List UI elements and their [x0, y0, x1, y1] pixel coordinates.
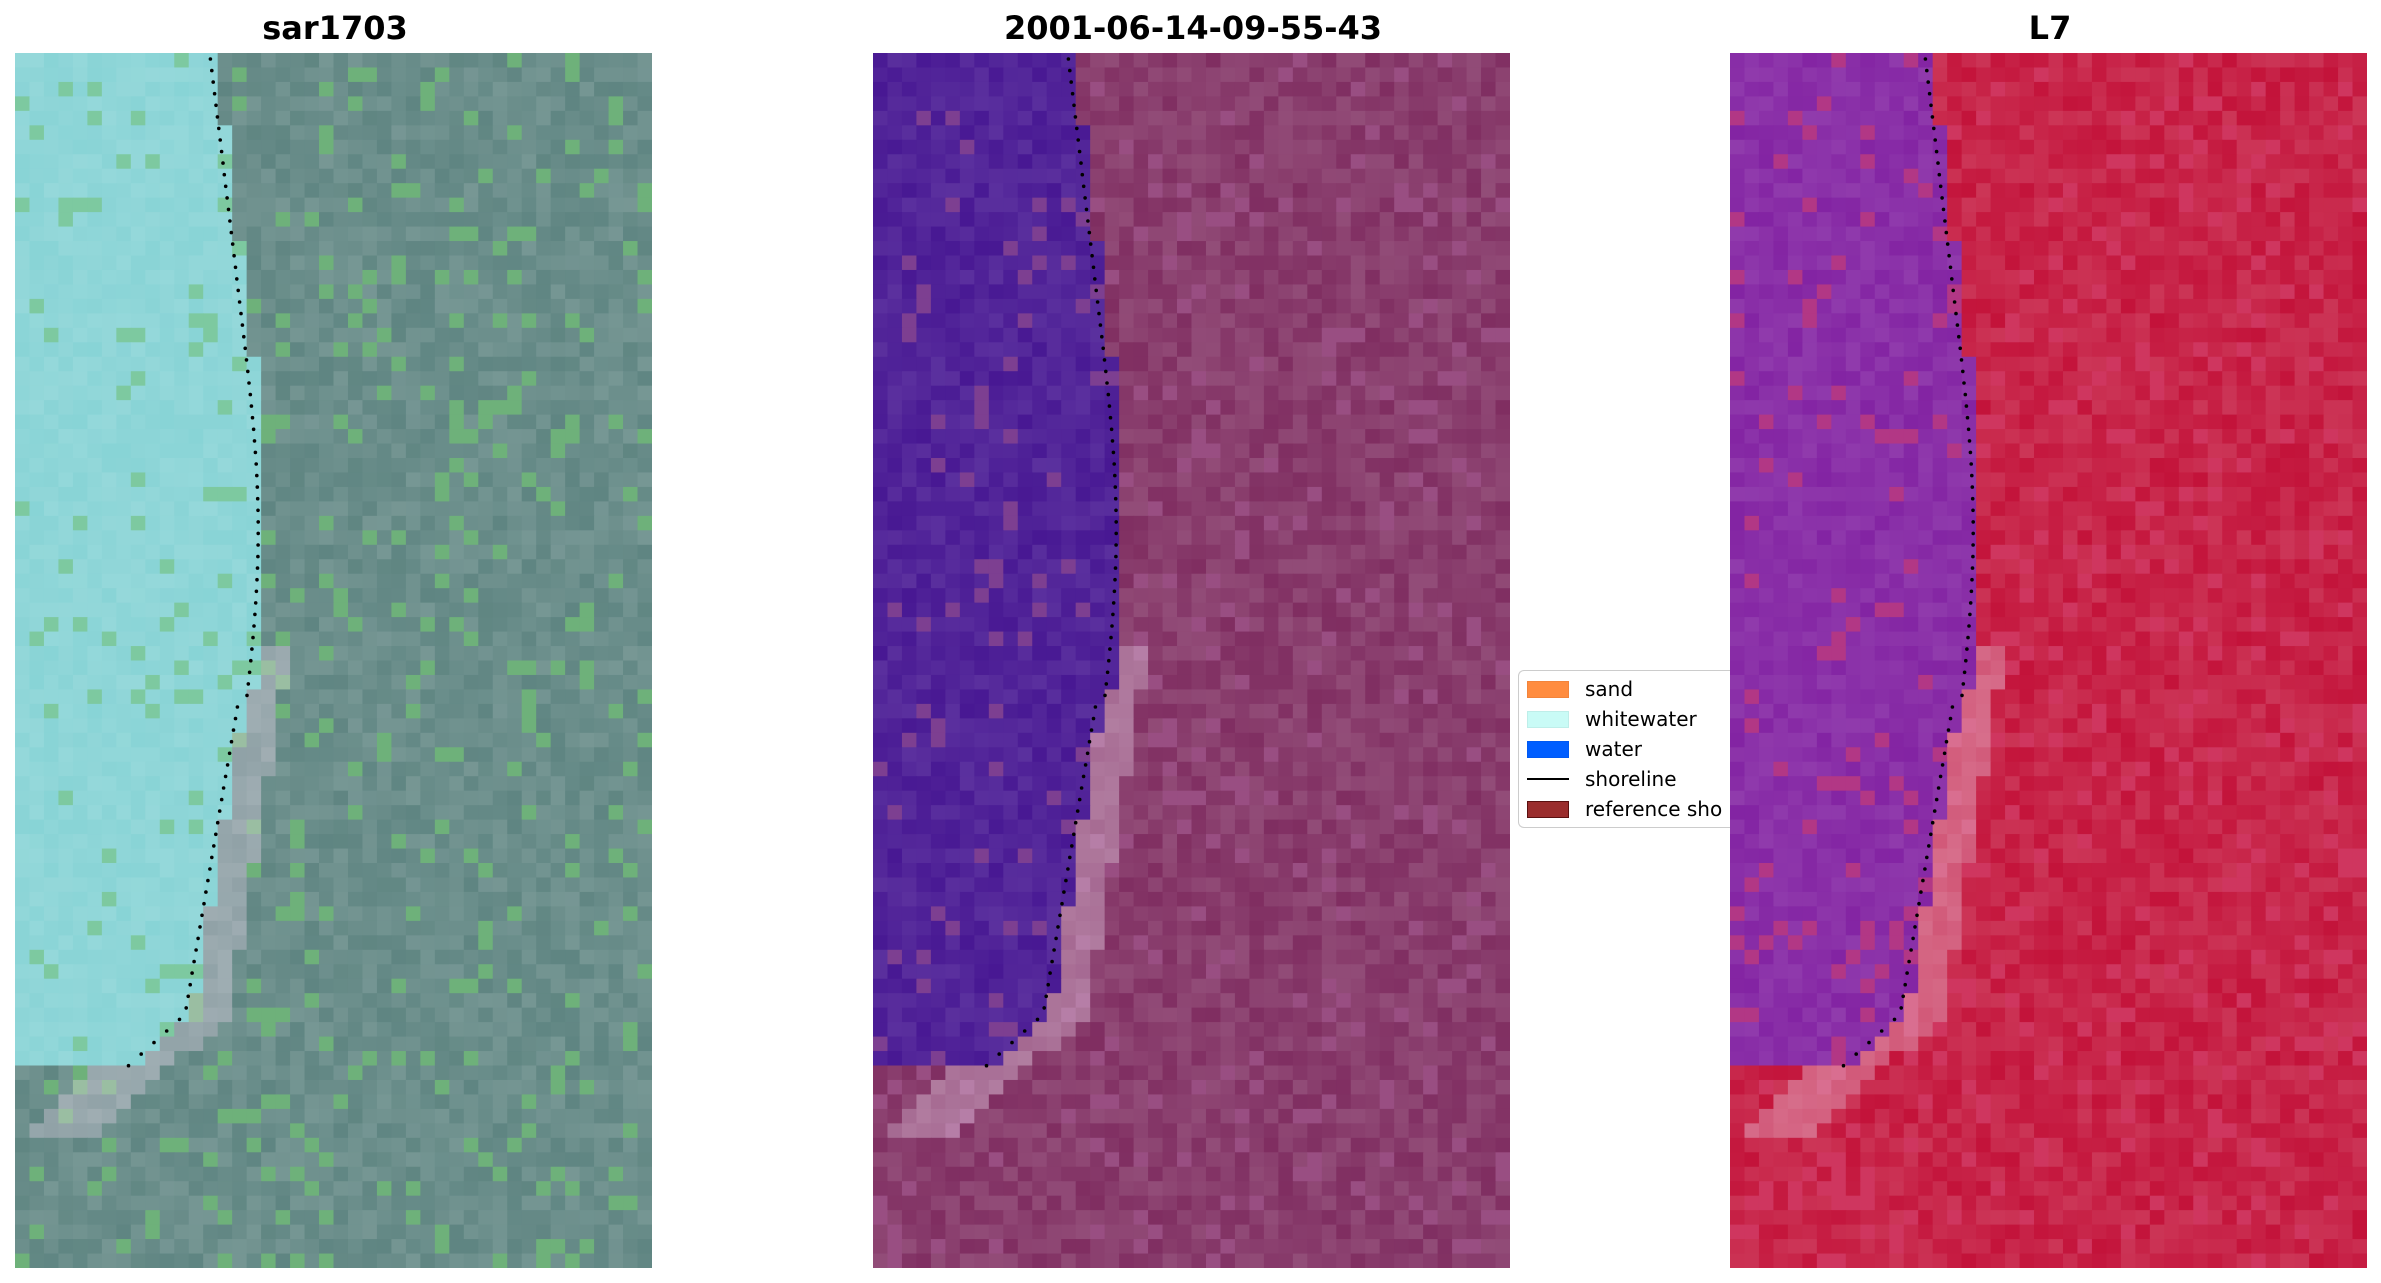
legend-label: sand [1585, 677, 1634, 701]
legend-item-whitewater: whitewater [1527, 704, 1697, 734]
panel-title: sar1703 [262, 9, 408, 47]
legend-label: whitewater [1585, 707, 1697, 731]
reference-shoreline-swatch [1527, 800, 1569, 818]
sand-swatch [1527, 680, 1569, 698]
panel-title: 2001-06-14-09-55-43 [1003, 9, 1383, 47]
water-swatch [1527, 740, 1569, 758]
legend: sand whitewater water shoreline referenc… [1518, 670, 1730, 828]
panel-title: L7 [2028, 9, 2072, 47]
satellite-image-classified [873, 53, 1510, 1268]
legend-label: water [1585, 737, 1642, 761]
shoreline-line-swatch [1527, 778, 1569, 780]
satellite-image-false-color [1730, 53, 2367, 1268]
satellite-image-rgb [15, 53, 652, 1268]
legend-label: shoreline [1585, 767, 1677, 791]
legend-item-sand: sand [1527, 674, 1633, 704]
legend-label: reference sho [1585, 797, 1723, 821]
legend-item-water: water [1527, 734, 1642, 764]
satellite-raster [873, 53, 1510, 1268]
whitewater-swatch [1527, 710, 1569, 728]
panel-classification: 2001-06-14-09-55-43 [873, 0, 1513, 1283]
panel-sar1703: sar1703 [15, 0, 655, 1283]
legend-item-shoreline: shoreline [1527, 764, 1677, 794]
panel-l7: L7 [1730, 0, 2370, 1283]
satellite-raster [1730, 53, 2367, 1268]
satellite-raster [15, 53, 652, 1268]
legend-item-reference-shoreline: reference sho [1527, 794, 1722, 824]
